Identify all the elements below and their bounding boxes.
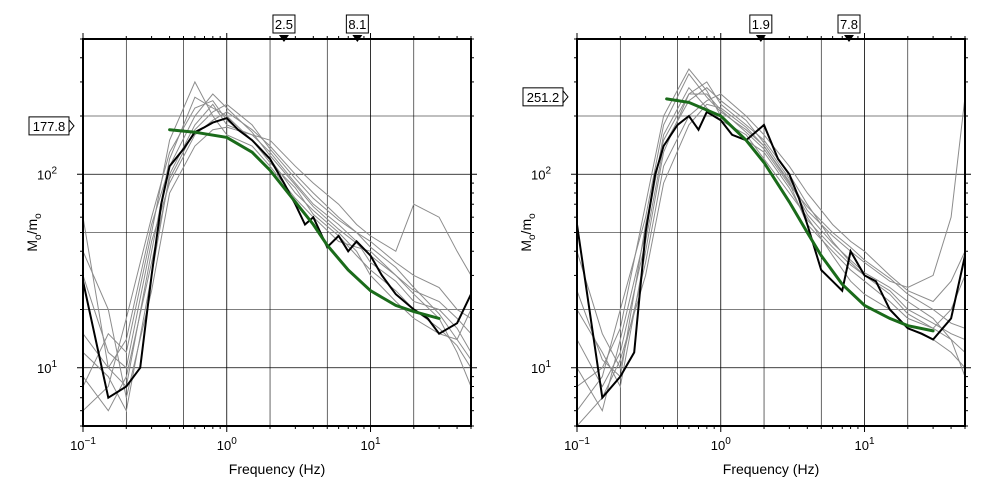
x-tick-base: 10 <box>361 438 375 453</box>
x-tick-base: 10 <box>711 438 725 453</box>
y-axis-label: Mo/mo <box>518 213 538 252</box>
y-tick-label: 101 <box>37 359 57 376</box>
x-tick-label: 101 <box>855 436 875 453</box>
x-tick-base: 10 <box>217 438 231 453</box>
y-label-main: M <box>24 240 40 252</box>
moment-level-pointer <box>68 119 75 133</box>
moment-level-label: 177.8 <box>33 119 66 134</box>
x-tick-label: 100 <box>217 436 237 453</box>
x-tick-label: 100 <box>711 436 731 453</box>
mean-spectrum-line <box>577 110 965 401</box>
corner-frequency-marker <box>278 35 289 42</box>
x-tick-exponent: 1 <box>375 436 381 447</box>
corner-frequency-marker <box>755 35 766 42</box>
station-spectrum-line <box>83 80 471 387</box>
station-spectrum-line <box>577 103 965 426</box>
y-label-sub: o <box>33 213 44 219</box>
station-spectrum-line <box>577 87 965 388</box>
y-tick-base: 10 <box>37 167 51 182</box>
x-tick-exponent: −1 <box>85 436 97 447</box>
x-tick-label: 101 <box>361 436 381 453</box>
y-tick-base: 10 <box>37 361 51 376</box>
mean-spectrum-line <box>83 116 471 400</box>
x-tick-label: 10−1 <box>564 436 590 453</box>
y-tick-label: 102 <box>37 165 57 182</box>
y-tick-exponent: 1 <box>545 359 551 370</box>
y-tick-label: 102 <box>531 165 551 182</box>
y-label-sub: o <box>527 213 538 219</box>
corner-frequency-label: 7.8 <box>840 17 858 32</box>
x-tick-base: 10 <box>855 438 869 453</box>
y-label-mid: /m <box>518 219 534 235</box>
grid-lines <box>82 38 472 427</box>
corner-frequency-label: 2.5 <box>275 17 293 32</box>
y-label-sub: o <box>33 234 44 240</box>
x-tick-exponent: 0 <box>725 436 731 447</box>
moment-level-pointer <box>562 90 569 104</box>
station-spectrum-line <box>83 126 471 398</box>
model-fit-line <box>665 97 935 333</box>
station-spectrum-line <box>577 86 965 413</box>
y-label-mid: /m <box>24 219 40 235</box>
y-tick-base: 10 <box>531 361 545 376</box>
station-spectrum-line <box>83 96 471 388</box>
x-axis-label: Frequency (Hz) <box>723 461 819 477</box>
plot-frame <box>82 38 472 427</box>
moment-level-box <box>28 116 70 136</box>
station-spectrum-line <box>577 93 965 370</box>
corner-frequency-label: 8.1 <box>348 17 366 32</box>
station-spectrum-line <box>577 68 965 387</box>
y-tick-exponent: 2 <box>51 165 57 176</box>
x-axis-label: Frequency (Hz) <box>229 461 325 477</box>
corner-frequency-label: 1.9 <box>752 17 770 32</box>
y-axis-label: Mo/mo <box>24 213 44 252</box>
corner-frequency-marker <box>352 35 363 42</box>
moment-level-label: 251.2 <box>527 90 560 105</box>
plot-area <box>577 68 965 426</box>
y-tick-base: 10 <box>531 167 545 182</box>
corner-frequency-marker <box>844 35 855 42</box>
x-tick-label: 10−1 <box>70 436 96 453</box>
y-label-main: M <box>518 240 534 252</box>
moment-level-box <box>522 87 564 107</box>
corner-frequency-box <box>837 14 861 34</box>
plot-frame <box>576 38 966 427</box>
x-tick-exponent: −1 <box>579 436 591 447</box>
y-tick-label: 101 <box>531 359 551 376</box>
station-spectrum-line <box>577 72 965 411</box>
x-tick-base: 10 <box>70 438 84 453</box>
corner-frequency-box <box>345 14 369 34</box>
x-tick-exponent: 1 <box>869 436 875 447</box>
grid-lines <box>576 38 966 427</box>
corner-frequency-box <box>272 14 296 34</box>
station-spectrum-line <box>83 93 471 369</box>
station-spectrum-line <box>83 111 471 369</box>
plot-area <box>83 80 471 413</box>
model-fit-line <box>168 128 441 320</box>
y-label-sub: o <box>527 234 538 240</box>
y-tick-exponent: 2 <box>545 165 551 176</box>
x-tick-base: 10 <box>564 438 578 453</box>
x-tick-exponent: 0 <box>231 436 237 447</box>
y-tick-exponent: 1 <box>51 359 57 370</box>
corner-frequency-box <box>749 14 773 34</box>
